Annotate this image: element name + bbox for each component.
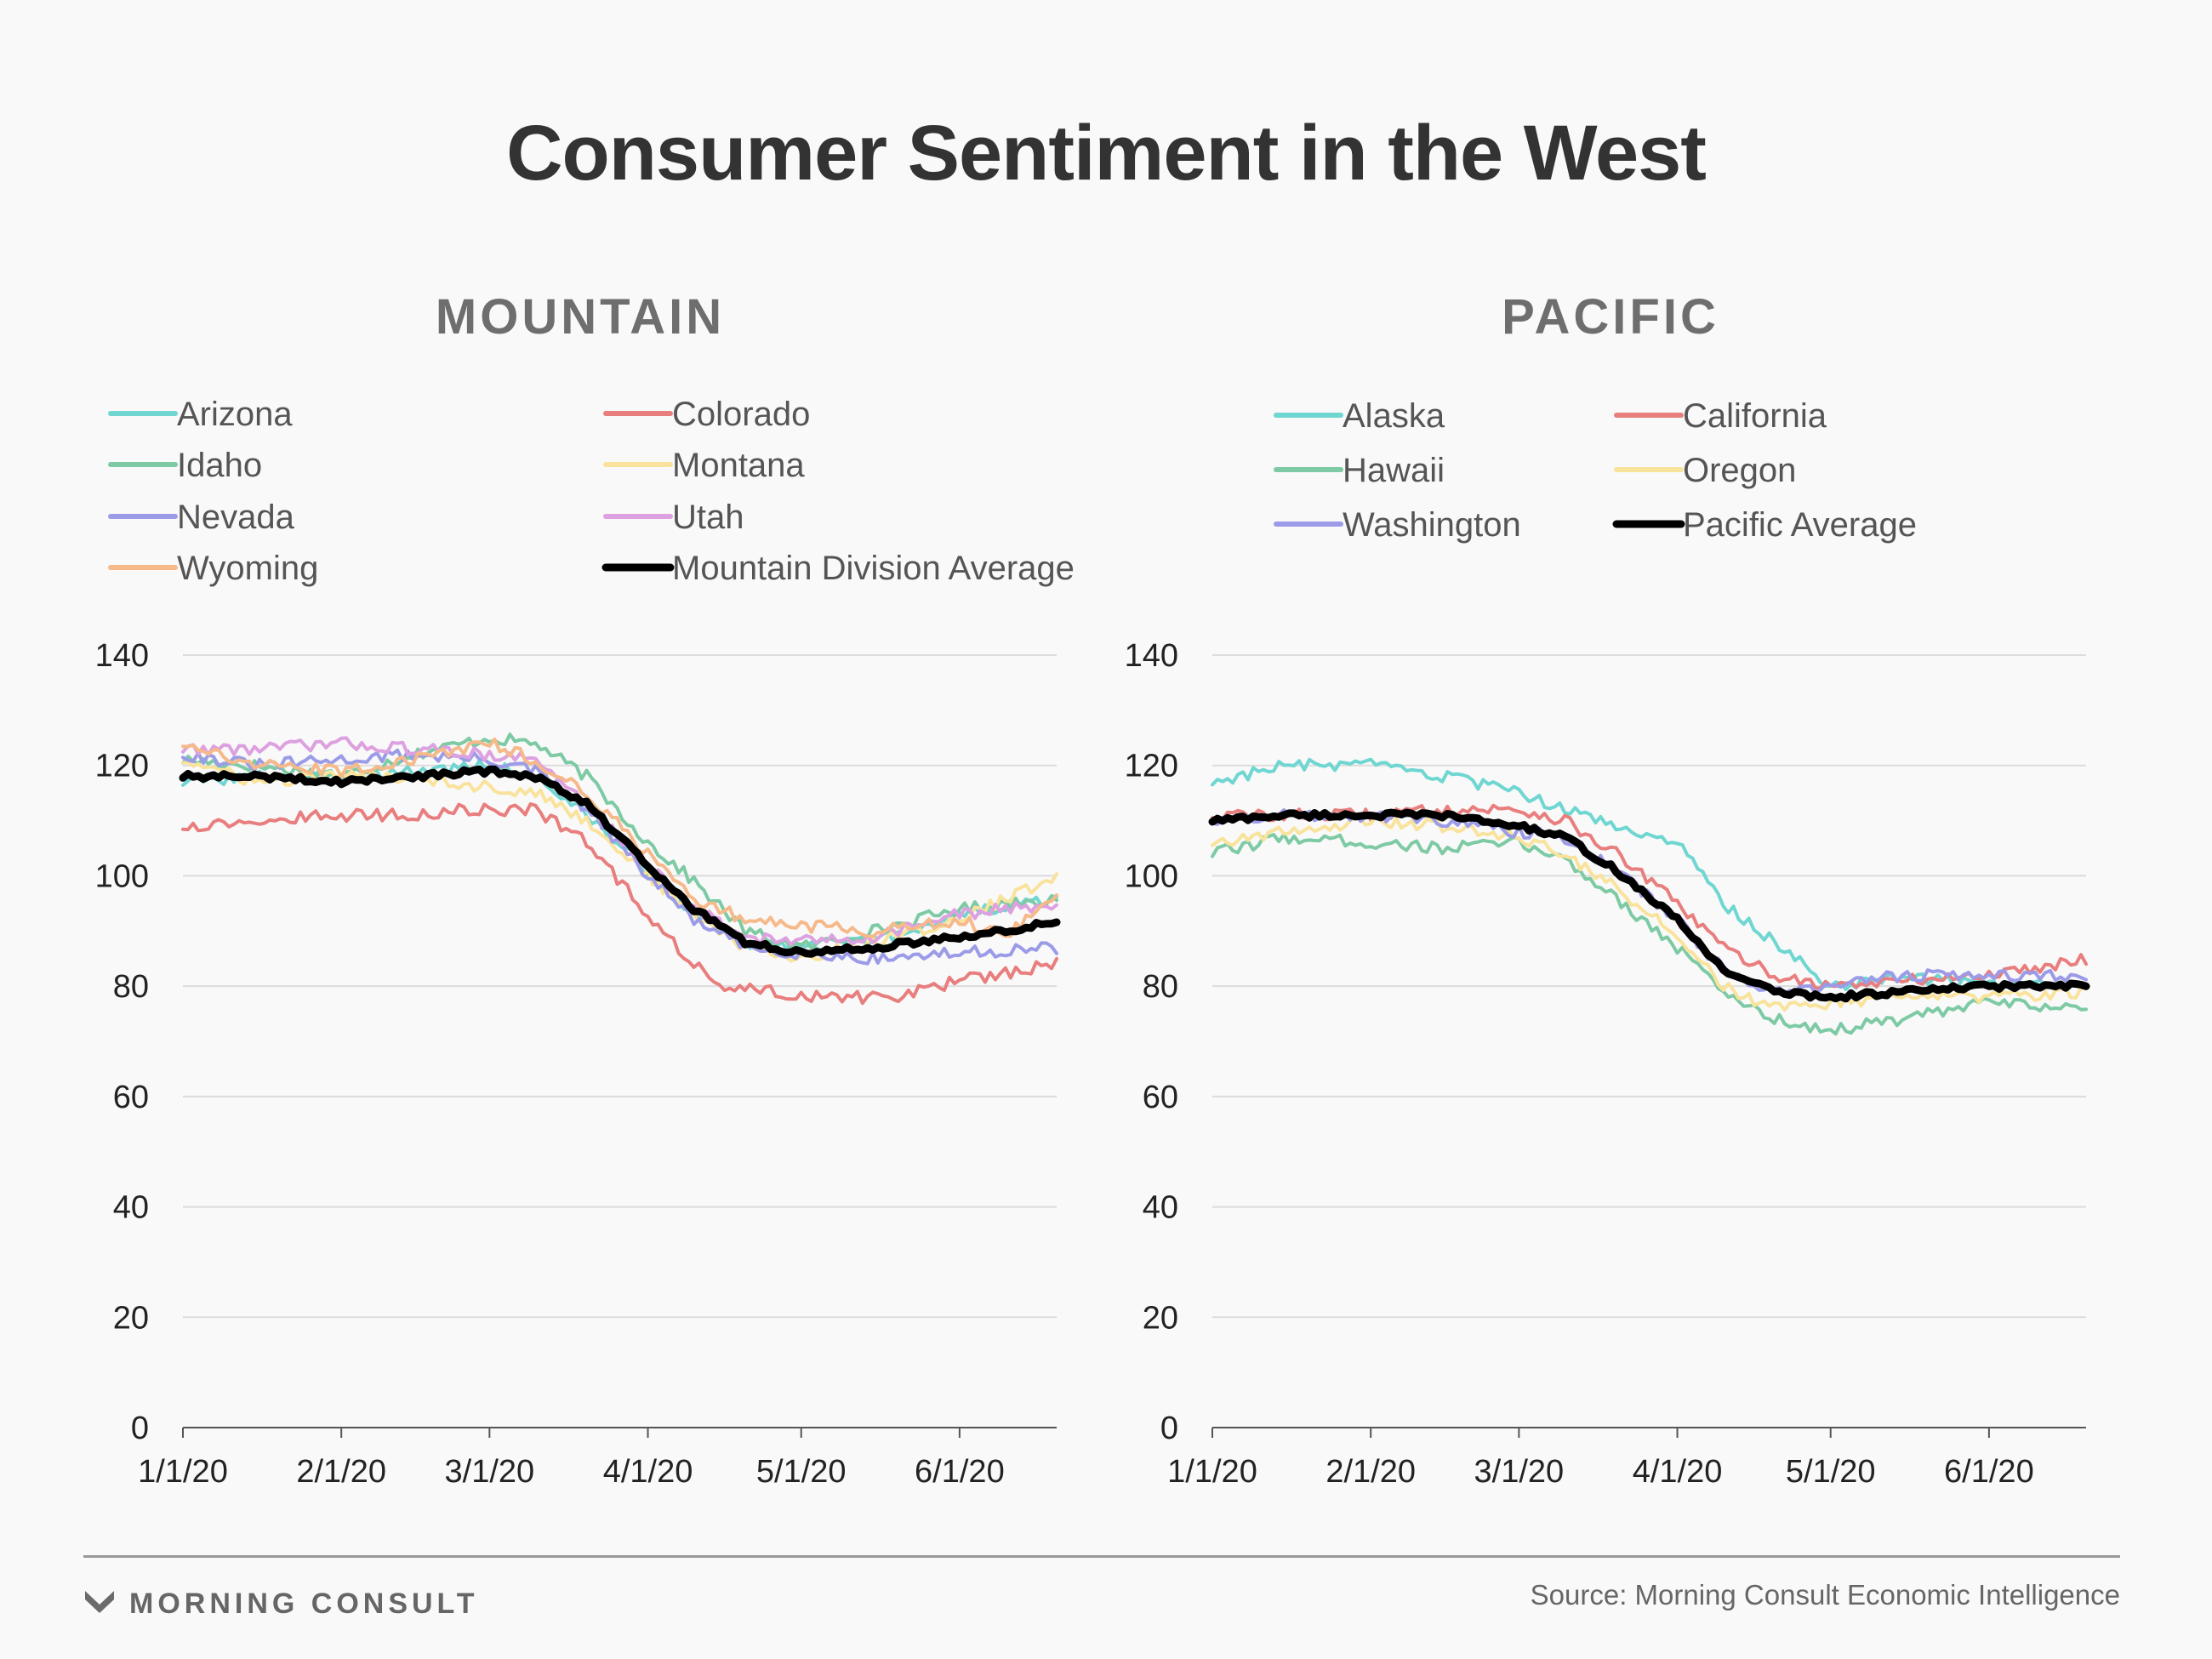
- y-tick-label: 120: [95, 749, 149, 784]
- source-note: Source: Morning Consult Economic Intelli…: [1530, 1579, 2120, 1611]
- x-tick-label: 2/1/20: [296, 1454, 386, 1490]
- legend-entry: Utah: [672, 499, 744, 536]
- legend-entry: Montana: [672, 447, 805, 484]
- x-tick-label: 6/1/20: [1944, 1454, 2034, 1490]
- legend-entry: California: [1683, 397, 1827, 435]
- x-tick-label: 4/1/20: [603, 1454, 693, 1490]
- y-tick-label: 80: [1143, 969, 1178, 1005]
- series-line: [1208, 808, 2090, 1003]
- y-tick-label: 40: [1143, 1190, 1178, 1226]
- mountain-chart: MOUNTAIN 0 20 40 60 80 100 120 140 1/1/20 2/1/20 3/…: [95, 289, 1075, 1490]
- panel-title: MOUNTAIN: [436, 289, 725, 345]
- y-tick-label: 20: [1143, 1300, 1178, 1336]
- series-line: [1211, 757, 2088, 994]
- y-tick-label: 120: [1125, 749, 1178, 784]
- y-tick-label: 140: [1125, 638, 1178, 674]
- x-tick-label: 4/1/20: [1633, 1454, 1723, 1490]
- series-line: [181, 737, 1058, 938]
- series-line: [181, 802, 1058, 1006]
- legend-entry: Mountain Division Average: [672, 550, 1075, 587]
- x-tick-label: 3/1/20: [1474, 1454, 1565, 1490]
- y-tick-label: 0: [131, 1411, 149, 1446]
- y-tick-label: 0: [1160, 1411, 1178, 1446]
- x-tick-label: 1/1/20: [138, 1454, 228, 1490]
- y-tick-label: 60: [113, 1080, 149, 1115]
- x-tick-label: 5/1/20: [1786, 1454, 1876, 1490]
- legend-entry: Arizona: [177, 396, 293, 433]
- legend-entry: Idaho: [177, 447, 262, 484]
- series-line: [179, 765, 1061, 958]
- legend-entry: Washington: [1343, 506, 1521, 544]
- legend-entry: Alaska: [1343, 397, 1445, 435]
- legend-entry: Colorado: [672, 396, 810, 433]
- y-tick-label: 80: [113, 969, 149, 1005]
- y-tick-label: 60: [1143, 1080, 1178, 1115]
- y-tick-label: 100: [95, 858, 149, 894]
- series-line: [1211, 815, 2088, 1012]
- page-title: Consumer Sentiment in the West: [506, 110, 1707, 197]
- morning-consult-mark-icon: [83, 1588, 116, 1621]
- legend-entry: Hawaii: [1343, 452, 1445, 489]
- panel-title: PACIFIC: [1502, 289, 1719, 345]
- footer-divider: [83, 1555, 2120, 1558]
- x-tick-label: 5/1/20: [756, 1454, 847, 1490]
- legend-entry: Oregon: [1683, 452, 1796, 489]
- x-tick-label: 1/1/20: [1167, 1454, 1257, 1490]
- brand-name: MORNING CONSULT: [129, 1588, 479, 1620]
- pacific-chart: PACIFIC 0 20 40 60 80 100 120 140 1/1/20 2/1/20 3/1…: [1125, 289, 2090, 1490]
- series-line: [1211, 832, 2088, 1036]
- series-line: [181, 760, 1058, 963]
- y-tick-label: 40: [113, 1190, 149, 1226]
- legend-entry: Nevada: [177, 499, 295, 536]
- charts-area: MOUNTAIN 0 20 40 60 80 100 120 140 1/1/20 2/1/20 3/…: [95, 289, 2090, 1490]
- x-tick-label: 2/1/20: [1325, 1454, 1416, 1490]
- x-tick-label: 3/1/20: [445, 1454, 535, 1490]
- x-tick-label: 6/1/20: [915, 1454, 1005, 1490]
- y-tick-label: 100: [1125, 858, 1178, 894]
- y-tick-label: 20: [113, 1300, 149, 1336]
- y-tick-label: 140: [95, 638, 149, 674]
- legend-entry: Wyoming: [177, 550, 318, 587]
- legend-entry: Pacific Average: [1683, 506, 1917, 544]
- brand-logo: MORNING CONSULT: [83, 1588, 479, 1621]
